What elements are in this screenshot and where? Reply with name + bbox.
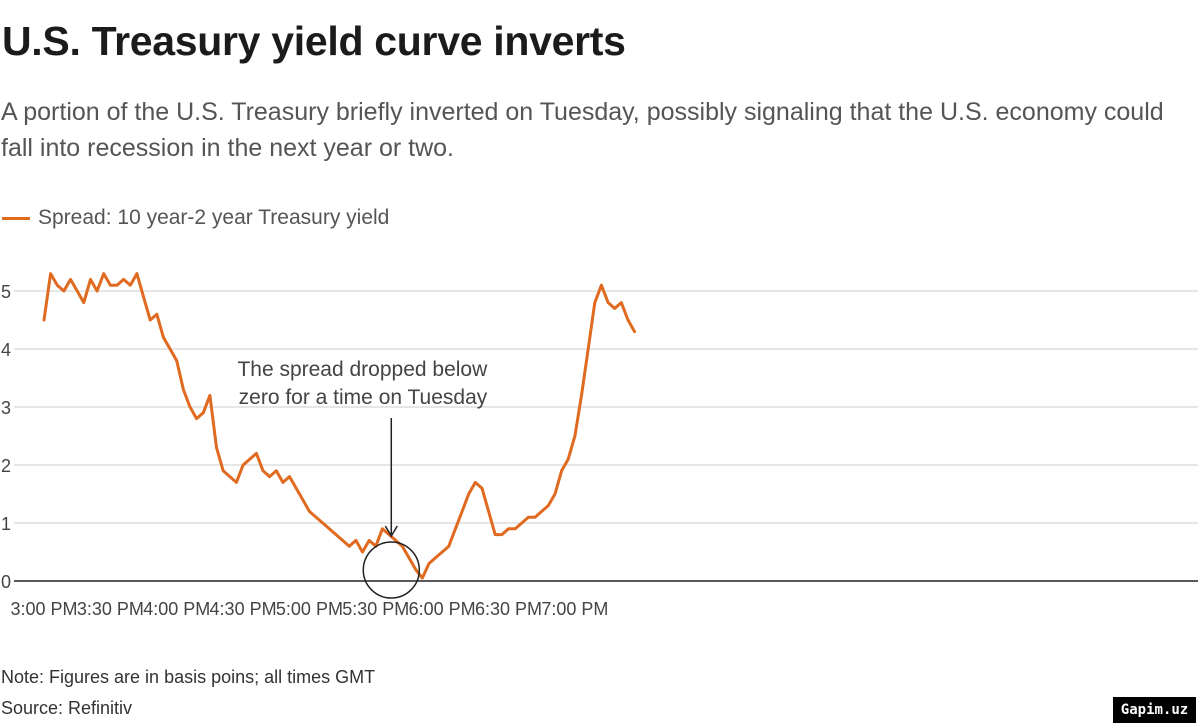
annotation-text-line-0: The spread dropped below	[237, 358, 488, 381]
x-tick-label-7: 6:30 PM	[475, 599, 542, 619]
annotation-arrow-head	[384, 525, 398, 538]
legend-label-spread: Spread: 10 year-2 year Treasury yield	[38, 206, 390, 229]
x-tick-label-0: 3:00 PM	[10, 599, 77, 619]
y-tick-label-3: 3	[1, 398, 11, 418]
y-axis-ticks: 0 1 2 3 4 5	[1, 282, 11, 592]
x-tick-label-4: 5:00 PM	[276, 599, 343, 619]
chart-title: U.S. Treasury yield curve inverts	[2, 18, 626, 64]
series-line-0	[42, 272, 637, 580]
x-tick-label-6: 6:00 PM	[409, 599, 476, 619]
chart-legend: Spread: 10 year-2 year Treasury yield	[2, 206, 389, 230]
chart-note: Note: Figures are in basis poins; all ti…	[1, 667, 376, 687]
x-tick-label-1: 3:30 PM	[77, 599, 144, 619]
annotation-circle	[362, 541, 421, 599]
watermark-badge: Gapim.uz	[1113, 697, 1196, 723]
x-tick-label-8: 7:00 PM	[541, 599, 608, 619]
y-tick-label-1: 1	[1, 514, 11, 534]
y-tick-label-0: 0	[1, 572, 11, 592]
y-tick-label-2: 2	[1, 456, 11, 476]
y-tick-label-5: 5	[1, 282, 11, 302]
chart-source: Source: Refinitiv	[1, 698, 133, 718]
x-tick-label-3: 4:30 PM	[210, 599, 277, 619]
chart-subtitle: A portion of the U.S. Treasury briefly i…	[1, 98, 1164, 162]
x-axis-ticks: 3:00 PM 3:30 PM 4:00 PM 4:30 PM 5:00 PM 5:30 …	[10, 599, 608, 619]
gridlines	[14, 290, 1198, 582]
x-tick-label-5: 5:30 PM	[342, 599, 409, 619]
series-layer	[42, 272, 637, 580]
legend-swatch-spread	[2, 216, 30, 220]
annotation-text-line-1: zero for a time on Tuesday	[239, 386, 488, 409]
annotation: The spread dropped below zero for a time …	[237, 358, 488, 599]
y-tick-label-4: 4	[1, 340, 11, 360]
x-tick-label-2: 4:00 PM	[143, 599, 210, 619]
line-chart: 0 1 2 3 4 5 3:00 PM 3:30 PM 4:00 PM 4:30 PM 5:00 …	[1, 272, 1198, 619]
